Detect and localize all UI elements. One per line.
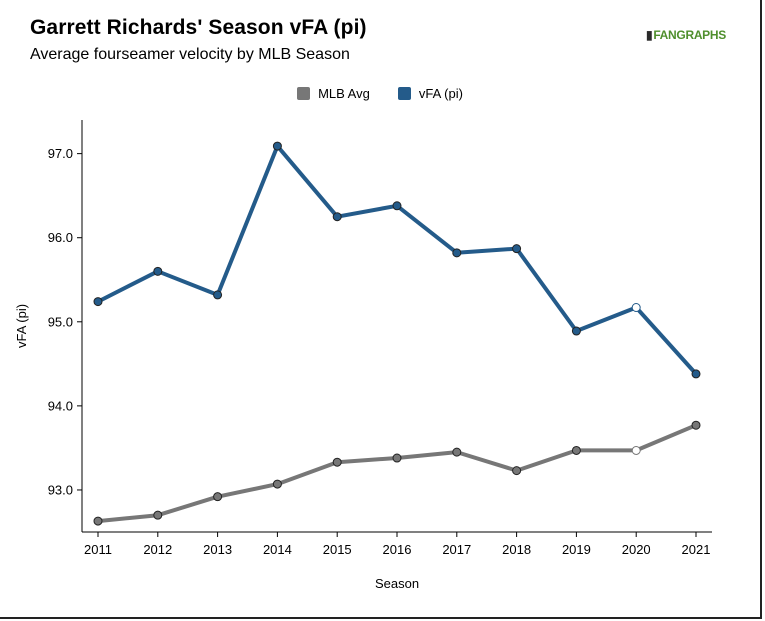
x-tick-label: 2014 — [263, 542, 292, 557]
x-tick-label: 2018 — [502, 542, 531, 557]
x-tick-label: 2013 — [203, 542, 232, 557]
data-point-vfa — [512, 244, 522, 254]
data-point-mlb-avg — [571, 445, 581, 455]
data-point-vfa — [213, 290, 223, 300]
series-line-mlb-avg — [96, 423, 698, 524]
data-point-mlb-avg — [452, 447, 462, 457]
fangraphs-logo-icon: ▮ — [646, 28, 653, 42]
data-point-vfa — [93, 297, 103, 307]
y-tick-label: 95.0 — [48, 314, 73, 329]
fangraphs-logo[interactable]: ▮FANGRAPHS — [646, 28, 726, 42]
chart-subtitle: Average fourseamer velocity by MLB Seaso… — [30, 46, 350, 63]
x-axis-title: Season — [375, 576, 419, 591]
x-tick-label: 2015 — [323, 542, 352, 557]
x-tick-label: 2011 — [84, 542, 112, 557]
y-tick-label: 96.0 — [48, 230, 73, 245]
series-line-vfa — [96, 144, 698, 376]
data-point-mlb-avg — [631, 445, 641, 455]
data-point-mlb-avg — [691, 420, 701, 430]
data-point-vfa — [631, 303, 641, 313]
data-point-vfa — [332, 212, 342, 222]
legend-label-vfa: vFA (pi) — [418, 86, 463, 101]
y-tick-label: 97.0 — [48, 146, 73, 161]
data-point-mlb-avg — [93, 516, 103, 526]
legend-label-mlb-avg: MLB Avg — [318, 86, 370, 101]
chart-title: Garrett Richards' Season vFA (pi) — [30, 16, 367, 39]
data-point-vfa — [272, 141, 282, 151]
data-point-vfa — [571, 326, 581, 336]
data-point-mlb-avg — [512, 466, 522, 476]
data-point-vfa — [691, 369, 701, 379]
chart-axes: 93.0 94.0 95.0 96.0 97.0 2011 2012 2013 2014 2015… — [48, 120, 712, 557]
series-layer — [93, 141, 701, 526]
legend-swatch-vfa — [397, 87, 411, 100]
y-tick-label: 93.0 — [48, 482, 73, 497]
data-point-vfa — [452, 248, 462, 258]
y-tick-label: 94.0 — [48, 398, 73, 413]
data-point-vfa — [153, 266, 163, 276]
data-point-mlb-avg — [332, 457, 342, 467]
x-tick-label: 2020 — [622, 542, 651, 557]
x-tick-label: 2017 — [442, 542, 471, 557]
chart-legend: MLB Avg vFA (pi) — [0, 86, 760, 101]
data-point-vfa — [392, 201, 402, 211]
legend-item-vfa[interactable]: vFA (pi) — [397, 86, 463, 101]
data-point-mlb-avg — [392, 453, 402, 463]
y-axis-title: vFA (pi) — [14, 304, 29, 348]
x-tick-label: 2021 — [682, 542, 711, 557]
data-point-mlb-avg — [153, 510, 163, 520]
x-tick-label: 2019 — [562, 542, 591, 557]
x-tick-label: 2012 — [143, 542, 172, 557]
fangraphs-logo-text: FANGRAPHS — [653, 28, 726, 42]
data-point-mlb-avg — [213, 492, 223, 502]
legend-item-mlb-avg[interactable]: MLB Avg — [297, 86, 370, 101]
legend-swatch-mlb-avg — [297, 87, 311, 100]
data-point-mlb-avg — [272, 479, 282, 489]
x-tick-label: 2016 — [383, 542, 412, 557]
